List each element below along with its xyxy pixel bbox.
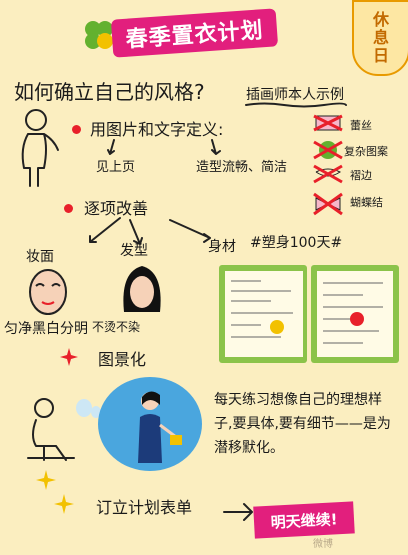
bullet-dot xyxy=(72,125,81,134)
like-item: 蕾丝 xyxy=(350,119,372,132)
hair-icon xyxy=(123,266,161,312)
title-banner: 春季置衣计划 xyxy=(110,8,279,58)
rest-day-badge: 休 息 日 xyxy=(352,0,408,76)
question-note: 插画师本人示例 xyxy=(246,87,344,103)
branch-arrows xyxy=(89,217,211,245)
badge-char: 息 xyxy=(372,28,389,47)
sitting-person-icon xyxy=(27,398,101,461)
like-item: 蝴蝶结 xyxy=(350,196,383,209)
section2-heading: 逐项改善 xyxy=(84,199,149,218)
arrow-right-icon xyxy=(223,503,253,521)
title-number: 2 xyxy=(262,22,276,46)
style-words: 造型流畅、简洁 xyxy=(196,160,288,175)
bullet-dot xyxy=(64,204,73,213)
badge-char: 日 xyxy=(372,46,389,65)
book-illustration xyxy=(219,265,399,363)
underline-squiggle xyxy=(245,102,347,108)
practice-text: 每天练习想像自己的理想样子,要具体,要有细节——是为潜移默化。 xyxy=(214,392,391,456)
crossed-icons xyxy=(313,114,343,216)
body-label: 身材 xyxy=(208,239,236,255)
tomorrow-banner: 明天继续! xyxy=(253,501,355,539)
person-icon xyxy=(21,109,59,187)
hair-label: 发型 xyxy=(120,243,148,259)
like-item: 复杂图案 xyxy=(344,145,388,158)
clover-icon xyxy=(85,21,113,49)
section1-heading: 用图片和文字定义: xyxy=(90,120,224,139)
tomorrow-text: 明天继续! xyxy=(270,509,338,532)
section3-heading: 图景化 xyxy=(98,350,147,369)
see-page-text: 见上页 xyxy=(96,160,136,175)
watermark: 微博 xyxy=(313,539,333,550)
vision-bubble xyxy=(98,377,202,471)
section4-heading: 订立计划表单 xyxy=(96,498,193,517)
hair-desc: 不烫不染 xyxy=(92,320,141,334)
makeup-label: 妆面 xyxy=(26,249,54,265)
makeup-desc: 匀净黑白分明 xyxy=(4,321,88,337)
page-title: 春季置衣计划 xyxy=(124,18,265,53)
branch-arrows xyxy=(107,139,221,155)
main-question: 如何确立自己的风格? xyxy=(14,80,205,104)
like-item: 褶边 xyxy=(350,169,372,182)
face-icon xyxy=(29,269,67,315)
body-tag: #塑身100天# xyxy=(250,235,343,251)
bullet-star xyxy=(60,348,78,366)
sparkle-icon xyxy=(60,348,78,366)
sparkle-icon xyxy=(36,470,74,514)
badge-char: 休 xyxy=(372,10,389,29)
